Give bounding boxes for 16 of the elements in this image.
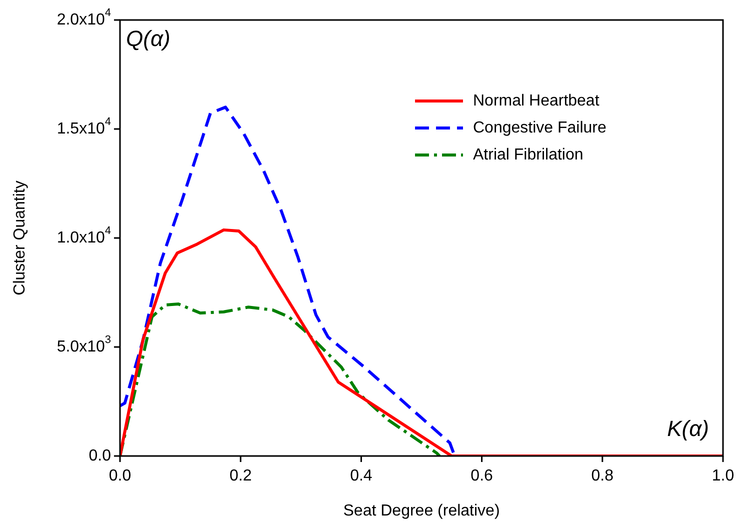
y-axis-title: Cluster Quantity — [11, 180, 28, 296]
x-tick-label: 0.0 — [108, 467, 132, 484]
line-series — [120, 302, 442, 456]
legend-label: Congestive Failure — [473, 119, 606, 136]
line-series — [120, 106, 456, 456]
x-tick-label: 0.6 — [470, 467, 494, 484]
x-axis-title: Seat Degree (relative) — [343, 502, 500, 520]
legend-label: Normal Heartbeat — [473, 92, 600, 110]
x-tick-label: 1.0 — [712, 467, 734, 484]
annotation: K(α) — [667, 416, 709, 442]
x-tick-label: 0.2 — [229, 467, 252, 484]
legend-label: Atrial Fibrilation — [473, 146, 584, 164]
y-tick-label: 0.0 — [88, 447, 112, 464]
x-tick-label: 0.8 — [591, 467, 614, 484]
x-tick-label: 0.4 — [350, 467, 372, 484]
annotation: Q(α) — [126, 26, 170, 52]
